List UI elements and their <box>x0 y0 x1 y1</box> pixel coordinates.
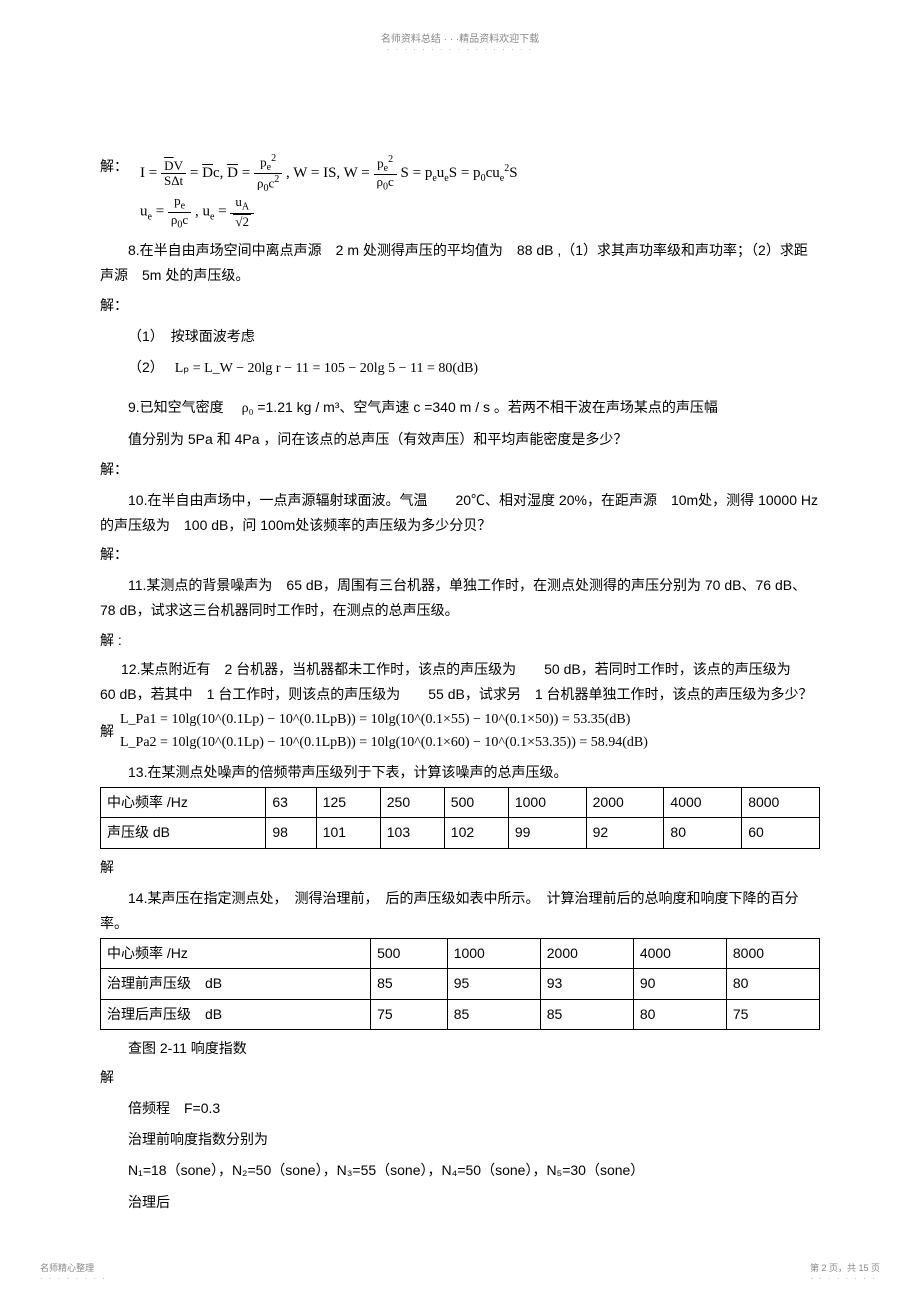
q14-sol: 解 <box>100 1065 820 1090</box>
q13-table: 中心频率 /Hz 63 125 250 500 1000 2000 4000 8… <box>100 787 820 848</box>
q9-rho: ρ₀ <box>242 401 254 416</box>
cell: 90 <box>633 969 726 999</box>
q11-text: 11.某测点的背景噪声为 65 dB，周围有三台机器，单独工作时，在测点处测得的… <box>100 573 820 623</box>
q14-check: 查图 2-11 响度指数 <box>100 1036 820 1061</box>
cell: 85 <box>447 999 540 1029</box>
cell: 75 <box>726 999 819 1029</box>
q12-sol: 解 <box>100 719 114 744</box>
table-row: 治理后声压级 dB 75 85 85 80 75 <box>101 999 820 1029</box>
cell: 中心频率 /Hz <box>101 788 266 818</box>
q11-sol: 解 : <box>100 628 820 653</box>
q12-f2: L_Pa2 = 10lg(10^(0.1Lp) − 10^(0.1LpB)) =… <box>120 732 648 754</box>
cell: 80 <box>726 969 819 999</box>
q14-after: 治理后 <box>100 1190 820 1215</box>
q14-intro: 14.某声压在指定测点处， 测得治理前， 后的声压级如表中所示。 计算治理前后的… <box>100 886 820 936</box>
cell: 500 <box>371 939 448 969</box>
q14-f-line: 倍频程 F=0.3 <box>100 1096 820 1121</box>
table-row: 中心频率 /Hz 63 125 250 500 1000 2000 4000 8… <box>101 788 820 818</box>
cell: 101 <box>316 818 380 848</box>
page-header: 名师资料总结 · · ·精品资料欢迎下载 · · · · · · · · · ·… <box>100 30 820 54</box>
q8-text: 8.在半自由声场空间中离点声源 2 m 处测得声压的平均值为 88 dB ,（1… <box>100 238 820 288</box>
footer-right-text: 第 2 页，共 15 页 <box>810 1261 880 1274</box>
cell: 500 <box>444 788 508 818</box>
footer-right-dots: · · · · · · · · <box>810 1274 880 1283</box>
cell: 2000 <box>586 788 664 818</box>
cell: 103 <box>380 818 444 848</box>
cell: 1000 <box>508 788 586 818</box>
q8-step1: （1） 按球面波考虑 <box>100 324 820 349</box>
cell: 1000 <box>447 939 540 969</box>
footer-right: 第 2 页，共 15 页 · · · · · · · · <box>810 1261 880 1283</box>
cell: 250 <box>380 788 444 818</box>
cell: 75 <box>371 999 448 1029</box>
q13-intro: 13.在某测点处噪声的倍频带声压级列于下表，计算该噪声的总声压级。 <box>100 760 820 785</box>
cell: 8000 <box>726 939 819 969</box>
footer-left: 名师精心整理 · · · · · · · · <box>40 1261 107 1283</box>
footer-left-dots: · · · · · · · · <box>40 1274 107 1283</box>
cell: 80 <box>664 818 742 848</box>
cell: 63 <box>266 788 316 818</box>
q10-text: 10.在半自由声场中，一点声源辐射球面波。气温 20℃、相对湿度 20%，在距声… <box>100 488 820 538</box>
cell: 95 <box>447 969 540 999</box>
q9-line2: 值分别为 5Pa 和 4Pa ，问在该点的总声压（有效声压）和平均声能密度是多少… <box>100 427 820 452</box>
q8-sol: 解： <box>100 293 820 318</box>
cell: 85 <box>371 969 448 999</box>
q12-f1: L_Pa1 = 10lg(10^(0.1Lp) − 10^(0.1LpB)) =… <box>120 709 648 731</box>
cell: 99 <box>508 818 586 848</box>
cell: 治理后声压级 dB <box>101 999 371 1029</box>
document-content: 解： I = DVSΔt = Dc, D = pe2ρ0c2 , W = IS,… <box>100 154 820 1215</box>
q9-sol: 解： <box>100 457 820 482</box>
cell: 治理前声压级 dB <box>101 969 371 999</box>
cell: 声压级 dB <box>101 818 266 848</box>
q14-n-values: N₁=18（sone），N₂=50（sone），N₃=55（sone），N₄=5… <box>100 1158 820 1183</box>
table-row: 声压级 dB 98 101 103 102 99 92 80 60 <box>101 818 820 848</box>
q8-step2-formula: Lₚ = L_W − 20lg r − 11 = 105 − 20lg 5 − … <box>175 361 478 376</box>
q12-formula-block: 解 L_Pa1 = 10lg(10^(0.1Lp) − 10^(0.1LpB))… <box>100 709 820 754</box>
q9-line1: 9.已知空气密度 ρ₀ =1.21 kg / m³、空气声速 c =340 m … <box>100 395 820 421</box>
cell: 85 <box>540 999 633 1029</box>
header-dots: · · · · · · · · · · · · · · · · · <box>100 45 820 54</box>
q8-step2-pre: （2） <box>128 359 171 375</box>
formula-block-1: I = DVSΔt = Dc, D = pe2ρ0c2 , W = IS, W … <box>100 153 820 230</box>
cell: 8000 <box>742 788 820 818</box>
cell: 80 <box>633 999 726 1029</box>
q10-sol: 解： <box>100 542 820 567</box>
table-row: 治理前声压级 dB 85 95 93 90 80 <box>101 969 820 999</box>
q14-table: 中心频率 /Hz 500 1000 2000 4000 8000 治理前声压级 … <box>100 938 820 1030</box>
cell: 93 <box>540 969 633 999</box>
cell: 125 <box>316 788 380 818</box>
header-title: 名师资料总结 · · ·精品资料欢迎下载 <box>100 30 820 45</box>
table-row: 中心频率 /Hz 500 1000 2000 4000 8000 <box>101 939 820 969</box>
q13-sol: 解 <box>100 855 820 880</box>
cell: 102 <box>444 818 508 848</box>
cell: 4000 <box>633 939 726 969</box>
cell: 92 <box>586 818 664 848</box>
cell: 中心频率 /Hz <box>101 939 371 969</box>
q8-step2: （2） Lₚ = L_W − 20lg r − 11 = 105 − 20lg … <box>100 355 820 381</box>
cell: 2000 <box>540 939 633 969</box>
q14-before: 治理前响度指数分别为 <box>100 1127 820 1152</box>
cell: 60 <box>742 818 820 848</box>
cell: 98 <box>266 818 316 848</box>
cell: 4000 <box>664 788 742 818</box>
q12-text: 12.某点附近有 2 台机器，当机器都未工作时，该点的声压级为 50 dB，若同… <box>100 657 820 707</box>
footer-left-text: 名师精心整理 <box>40 1261 107 1274</box>
q9-rho-val: =1.21 kg / m³、空气声速 c =340 m / s 。若两不相干波在… <box>257 399 718 415</box>
q9-pre: 9.已知空气密度 <box>128 399 238 415</box>
